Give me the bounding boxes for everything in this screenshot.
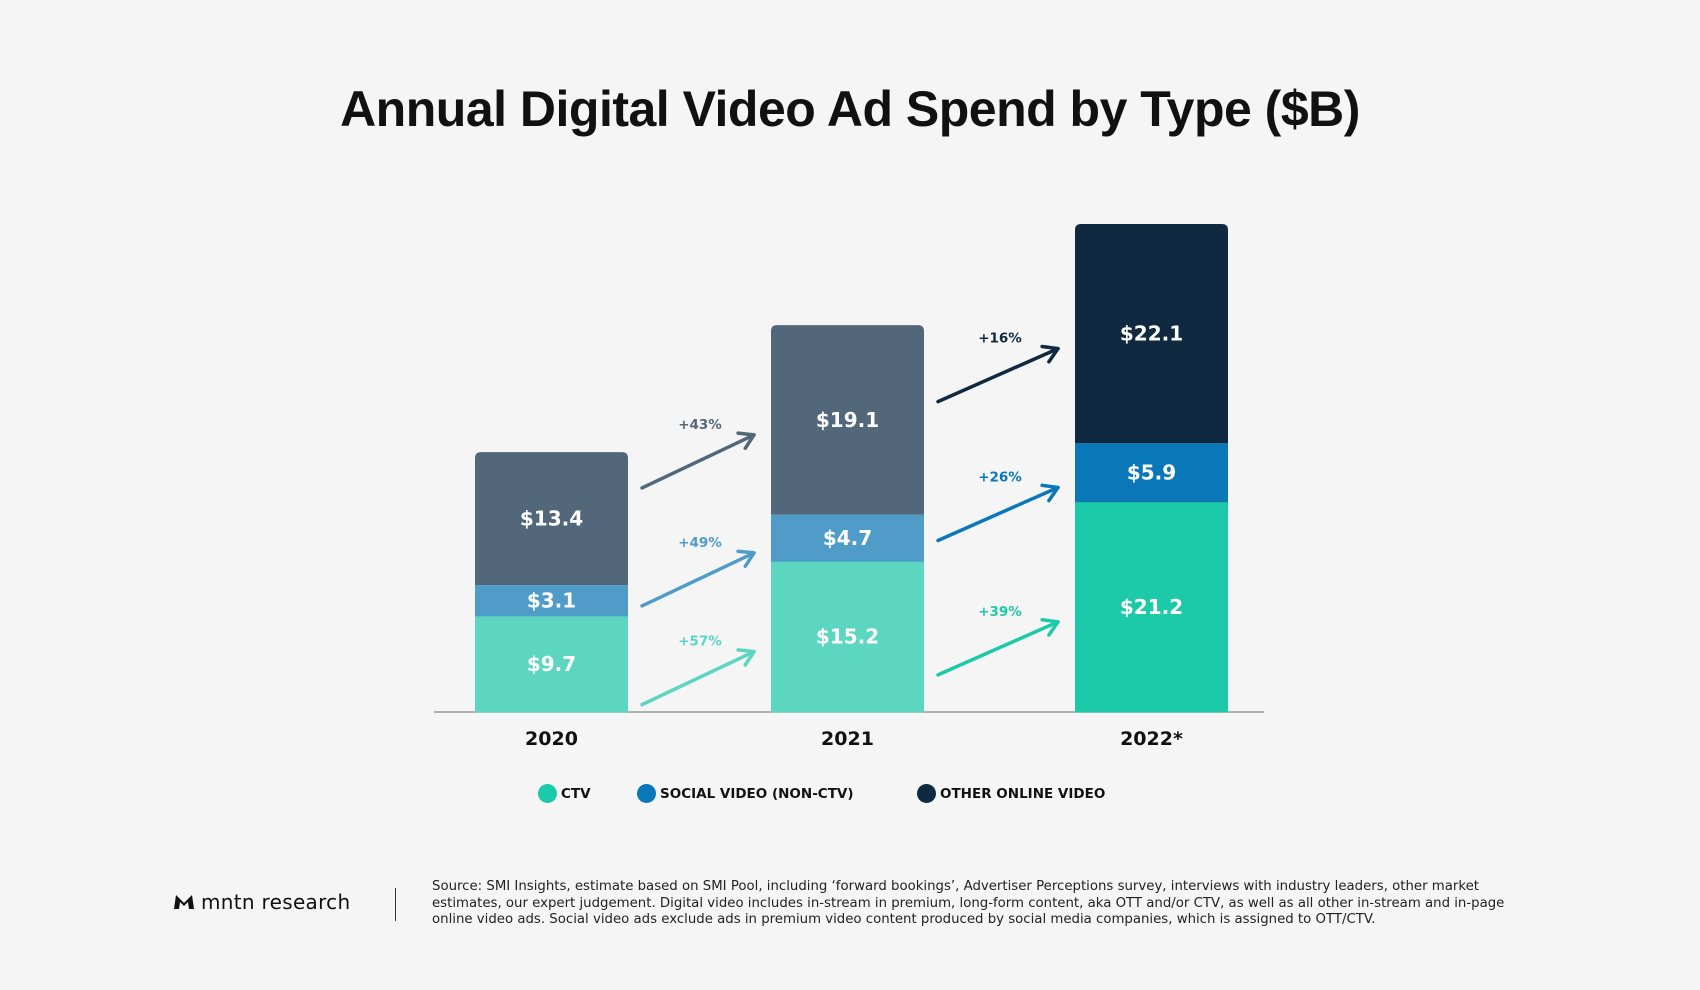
mntn-m-icon [174,895,194,909]
x-tick-label: 2020 [525,728,578,750]
growth-label: +43% [678,417,722,433]
data-label: $3.1 [527,588,576,612]
growth-arrow-head [1040,483,1060,503]
data-label: $21.2 [1120,595,1183,619]
data-label: $4.7 [823,526,872,550]
legend-item-other: OTHER ONLINE VIDEO [917,784,1105,803]
growth-arrow [640,649,756,707]
bar-segment [771,325,924,515]
data-label: $15.2 [816,625,879,649]
legend-label: OTHER ONLINE VIDEO [940,785,1106,802]
source-note: Source: SMI Insights, estimate based on … [432,879,1505,927]
footer-divider [395,888,396,921]
growth-arrow [640,433,756,490]
growth-label: +39% [978,604,1022,620]
bar-segment [1075,501,1228,713]
legend-item-ctv: CTV [538,784,591,803]
legend-swatch-other [917,784,936,803]
bar-segment [475,585,628,617]
legend-item-social: SOCIAL VIDEO (NON-CTV) [637,784,854,803]
growth-arrow [936,485,1060,543]
mntn-logo: mntn research [173,890,350,914]
growth-arrow [936,620,1060,677]
growth-label: +26% [978,469,1022,485]
growth-arrow-head [736,431,756,451]
chart-title: Annual Digital Video Ad Spend by Type ($… [340,81,1360,137]
bar-segment [771,561,924,713]
bar-segment [771,514,924,562]
data-label: $13.4 [520,507,583,531]
legend-swatch-ctv [538,784,557,803]
growth-arrow [936,346,1060,404]
growth-arrow [640,551,756,608]
growth-label: +57% [678,634,722,650]
legend-label: SOCIAL VIDEO (NON-CTV) [660,785,854,802]
data-label: $19.1 [816,408,879,432]
legend-swatch-social [637,784,656,803]
bar-segment [475,615,628,713]
stacked-bar-chart: $9.7 $3.1 $13.4 2020 $15.2 $4.7 $19.1 2021 $21.2… [434,224,1264,750]
x-tick-label: 2022* [1120,728,1183,750]
growth-arrow-head [1040,617,1060,637]
growth-label: +16% [978,331,1022,347]
logo-text: mntn research [201,890,351,914]
bar-segment [475,452,628,586]
growth-arrow-head [736,648,756,667]
x-tick-label: 2021 [821,728,874,750]
data-label: $5.9 [1127,460,1176,484]
bar-segment [1075,443,1228,503]
data-label: $9.7 [527,652,576,676]
data-label: $22.1 [1120,322,1183,346]
growth-label: +49% [678,535,722,551]
growth-arrow-head [1040,344,1060,364]
legend-label: CTV [561,785,591,802]
bar-segment [1075,224,1228,444]
growth-arrow-head [736,549,756,569]
